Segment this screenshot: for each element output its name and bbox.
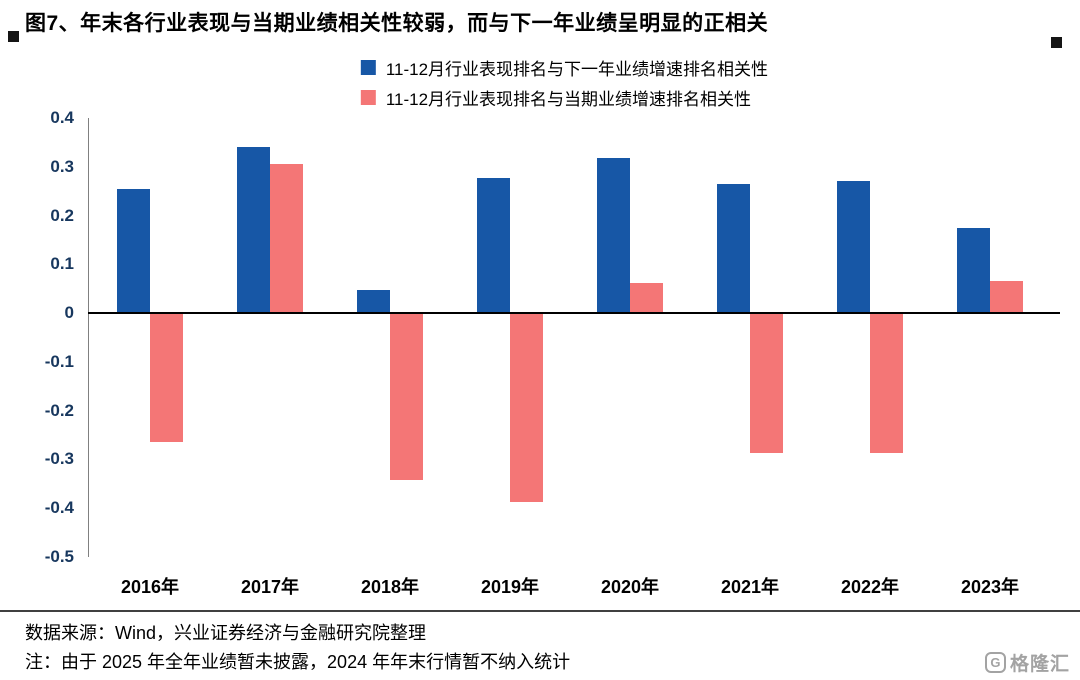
x-axis-label: 2022年 bbox=[840, 577, 900, 597]
decor-square-right bbox=[1051, 37, 1062, 48]
bar-next-year-2022年 bbox=[837, 181, 870, 313]
bar-next-year-2018年 bbox=[357, 290, 390, 313]
y-axis-tick-label: -0.2 bbox=[44, 401, 74, 420]
legend-swatch-next-year bbox=[360, 59, 376, 75]
x-axis-label: 2019年 bbox=[480, 577, 540, 597]
legend-item-current-year: 11-12月行业表现排名与当期业绩增速排名相关性 bbox=[360, 82, 768, 112]
x-axis-label: 2020年 bbox=[600, 577, 660, 597]
y-axis-tick-label: -0.5 bbox=[44, 547, 74, 566]
footnote: 注：由于 2025 年全年业绩暂未披露，2024 年年末行情暂不纳入统计 bbox=[25, 652, 571, 672]
legend-label-next-year: 11-12月行业表现排名与下一年业绩增速排名相关性 bbox=[385, 59, 769, 79]
bar-current-year-2016年 bbox=[150, 313, 183, 442]
legend-label-current-year: 11-12月行业表现排名与当期业绩增速排名相关性 bbox=[385, 89, 752, 109]
y-axis-line bbox=[88, 118, 89, 557]
source-note: 数据来源：Wind，兴业证券经济与金融研究院整理 bbox=[25, 623, 427, 643]
bar-next-year-2020年 bbox=[597, 158, 630, 313]
y-axis-tick-label: -0.4 bbox=[44, 498, 74, 517]
x-axis-label: 2023年 bbox=[960, 577, 1020, 597]
bar-next-year-2019年 bbox=[477, 178, 510, 313]
gelonghui-logo-icon: G bbox=[984, 652, 1006, 673]
legend-item-next-year: 11-12月行业表现排名与下一年业绩增速排名相关性 bbox=[360, 52, 769, 82]
legend-swatch-current-year bbox=[360, 89, 376, 105]
bar-next-year-2016年 bbox=[117, 189, 150, 313]
decor-square-left bbox=[8, 31, 19, 42]
gelonghui-logo-text: 格隆汇 bbox=[1009, 654, 1070, 675]
chart-legend: 11-12月行业表现排名与下一年业绩增速排名相关性 11-12月行业表现排名与当… bbox=[360, 52, 769, 112]
bar-current-year-2023年 bbox=[990, 281, 1023, 313]
figure-title: 图7、年末各行业表现与当期业绩相关性较弱，而与下一年业绩呈明显的正相关 bbox=[25, 12, 769, 35]
y-axis-tick-label: -0.1 bbox=[44, 352, 74, 371]
bar-current-year-2022年 bbox=[870, 313, 903, 453]
x-axis-label: 2017年 bbox=[240, 577, 300, 597]
bottom-divider bbox=[0, 610, 1080, 612]
y-axis-tick-label: 0.2 bbox=[50, 206, 74, 225]
bar-current-year-2018年 bbox=[390, 313, 423, 480]
gelonghui-watermark: G 格隆汇 bbox=[984, 649, 1070, 676]
bar-next-year-2017年 bbox=[237, 147, 270, 313]
bar-next-year-2021年 bbox=[717, 184, 750, 313]
y-axis-tick-label: 0.1 bbox=[50, 254, 74, 273]
y-axis-tick-label: -0.3 bbox=[44, 449, 74, 468]
bar-current-year-2021年 bbox=[750, 313, 783, 453]
y-axis-tick-label: 0.4 bbox=[50, 108, 74, 127]
bar-current-year-2017年 bbox=[270, 164, 303, 313]
x-axis-label: 2016年 bbox=[120, 577, 180, 597]
y-axis-tick-label: 0 bbox=[64, 303, 74, 322]
bar-current-year-2020年 bbox=[630, 283, 663, 313]
y-axis-tick-label: 0.3 bbox=[50, 157, 74, 176]
zero-axis-line bbox=[88, 312, 1060, 314]
bar-next-year-2023年 bbox=[957, 228, 990, 313]
bar-current-year-2019年 bbox=[510, 313, 543, 502]
x-axis-label: 2021年 bbox=[720, 577, 780, 597]
x-axis-label: 2018年 bbox=[360, 577, 420, 597]
